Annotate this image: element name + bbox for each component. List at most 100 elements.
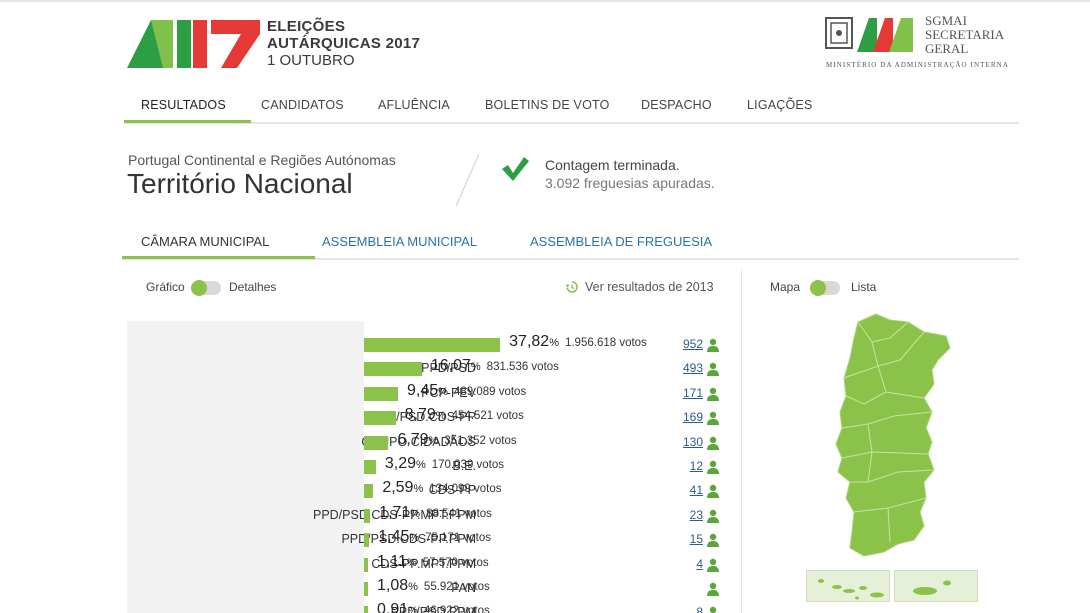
result-percentage: 1,71% 88.541 votos bbox=[379, 504, 492, 522]
result-row: PPD/PSD.CDS-PP 8,79% 454.521 votos 169 bbox=[127, 406, 727, 430]
result-bar bbox=[364, 508, 371, 523]
mandates-link[interactable]: 15 bbox=[689, 532, 703, 547]
party-name: CDS-PP.MPT.PPM bbox=[371, 556, 476, 571]
madeira-islands bbox=[913, 580, 951, 595]
percentage-unit: % bbox=[410, 507, 421, 520]
portugal-map[interactable] bbox=[828, 312, 953, 560]
nav-ligacoes[interactable]: LIGAÇÕES bbox=[747, 98, 813, 112]
brand-line-2: AUTÁRQUICAS 2017 bbox=[267, 35, 421, 52]
count-status-detail: 3.092 freguesias apuradas. bbox=[545, 175, 715, 191]
result-row: PPD/PSD.CDS-PP.PPM 1,45% 75.171 votos 15 bbox=[127, 528, 727, 552]
percentage-unit: % bbox=[408, 605, 418, 613]
percentage-value: 3,29 bbox=[384, 455, 416, 472]
result-bar bbox=[364, 533, 370, 548]
percentage-value: 16,07 bbox=[430, 357, 471, 375]
sgmai-line-2: SECRETARIA bbox=[925, 27, 1005, 42]
mandates-link[interactable]: 8 bbox=[696, 605, 703, 613]
result-bar bbox=[364, 386, 399, 401]
party-name: PPD/PSD.PPM bbox=[390, 605, 476, 613]
nav-afluencia[interactable]: AFLUÊNCIA bbox=[378, 98, 450, 112]
tab-camara-municipal[interactable]: CÂMARA MUNICIPAL bbox=[141, 234, 270, 249]
percentage-unit: % bbox=[428, 434, 439, 447]
toggle-knob bbox=[191, 280, 207, 296]
mandates-link[interactable]: 952 bbox=[682, 337, 703, 351]
result-row: GRUPO CIDADÃOS 6,79% 351.352 votos 130 bbox=[127, 431, 727, 455]
nav-resultados[interactable]: RESULTADOS bbox=[141, 98, 226, 112]
percentage-value: 2,59 bbox=[382, 479, 414, 497]
history-icon bbox=[565, 281, 578, 293]
mandates-link[interactable]: 23 bbox=[689, 507, 703, 522]
result-percentage: 0,91% 46.922 votos bbox=[377, 601, 490, 613]
party-name: GRUPO CIDADÃOS bbox=[361, 434, 476, 449]
check-icon bbox=[502, 157, 529, 181]
result-row: PAN 1,08% 55.921 votos bbox=[127, 577, 727, 601]
azores-inset[interactable] bbox=[806, 570, 890, 602]
party-column-background bbox=[127, 321, 364, 613]
mandates-link[interactable]: 493 bbox=[682, 361, 703, 376]
ministry-label: MINISTÉRIO DA ADMINISTRAÇÃO INTERNA bbox=[826, 61, 1009, 69]
party-name: PPD/PSD.CDS-PP bbox=[370, 410, 476, 425]
percentage-unit: % bbox=[435, 410, 446, 423]
grafico-detalhes-toggle[interactable] bbox=[191, 280, 221, 296]
percentage-value: 6,79 bbox=[397, 430, 429, 448]
person-icon bbox=[709, 607, 717, 613]
main-nav: RESULTADOS CANDIDATOS AFLUÊNCIA BOLETINS… bbox=[124, 94, 1019, 124]
vote-count: 46.922 votos bbox=[423, 605, 490, 613]
mandates-link[interactable]: 171 bbox=[682, 385, 703, 400]
percentage-unit: % bbox=[413, 483, 424, 496]
body-tabs: CÂMARA MUNICIPAL ASSEMBLEIA MUNICIPAL AS… bbox=[122, 229, 1019, 260]
result-row: B.E. 3,29% 170.039 votos 12 bbox=[127, 455, 727, 479]
person-icon bbox=[707, 338, 719, 352]
vote-count: 1.956.618 votos bbox=[564, 337, 647, 349]
result-row: PPD/PSD.PPM 0,91% 46.922 votos 8 bbox=[127, 601, 727, 613]
history-results-link[interactable]: Ver resultados de 2013 bbox=[565, 280, 714, 294]
tab-assembleia-de-freguesia[interactable]: ASSEMBLEIA DE FREGUESIA bbox=[530, 234, 713, 249]
result-bar bbox=[364, 411, 396, 426]
percentage-unit: % bbox=[438, 385, 448, 398]
mapa-lista-toggle[interactable] bbox=[810, 280, 840, 296]
result-percentage: 3,29% 170.039 votos bbox=[385, 455, 504, 473]
vote-count: 88.541 votos bbox=[426, 507, 492, 520]
mapa-label: Mapa bbox=[770, 280, 801, 294]
brand-line-1: ELEIÇÕES bbox=[267, 18, 346, 35]
madeira-inset[interactable] bbox=[894, 570, 978, 602]
result-row: CDS-PP 2,59% 134.099 votos 41 bbox=[127, 479, 727, 503]
nav-boletins-de-voto[interactable]: BOLETINS DE VOTO bbox=[485, 98, 610, 112]
azores-islands bbox=[818, 579, 884, 600]
result-bar bbox=[364, 435, 389, 450]
result-percentage: 1,08% 55.921 votos bbox=[377, 577, 490, 595]
percentage-unit: % bbox=[415, 459, 426, 471]
percentage-value: 1,45 bbox=[378, 528, 410, 546]
tab-assembleia-municipal[interactable]: ASSEMBLEIA MUNICIPAL bbox=[322, 234, 478, 249]
brand-line-3: 1 OUTUBRO bbox=[267, 52, 355, 69]
result-row: PPD/PSD.CDS-PP.MPT.PPM 1,71% 88.541 votos 2… bbox=[127, 504, 727, 528]
vote-count: 55.921 votos bbox=[423, 581, 490, 593]
result-percentage: 16,07% 831.536 votos bbox=[431, 357, 559, 375]
percentage-value: 9,45 bbox=[407, 381, 439, 399]
percentage-value: 37,82 bbox=[509, 333, 550, 350]
result-percentage: 37,82% 1.956.618 votos bbox=[509, 333, 647, 351]
result-bar bbox=[364, 484, 374, 499]
nav-active-indicator bbox=[124, 120, 251, 123]
party-name: PCP-PEV bbox=[421, 385, 476, 400]
nav-despacho[interactable]: DESPACHO bbox=[641, 98, 712, 112]
party-name: CDS-PP bbox=[428, 483, 476, 498]
mandates-link[interactable]: 41 bbox=[689, 483, 703, 498]
percentage-unit: % bbox=[408, 581, 418, 593]
mandates-link[interactable]: 169 bbox=[682, 410, 703, 425]
percentage-value: 0,91 bbox=[377, 601, 409, 613]
mandates-link[interactable]: 12 bbox=[689, 459, 703, 473]
portugal-coat-of-arms-logo bbox=[825, 17, 913, 52]
election-brand: ELEIÇÕES AUTÁRQUICAS 2017 1 OUTUBRO bbox=[267, 18, 420, 69]
mandates-link[interactable]: 4 bbox=[696, 556, 703, 571]
nav-candidatos[interactable]: CANDIDATOS bbox=[261, 98, 344, 112]
person-icon bbox=[707, 460, 719, 474]
mandates-link[interactable]: 130 bbox=[682, 434, 703, 449]
vote-count: 57.570 votos bbox=[422, 556, 489, 569]
person-icon bbox=[707, 582, 719, 596]
vote-count: 351.352 votos bbox=[444, 434, 517, 447]
result-row: PCP-PEV 9,45% 489.089 votos 171 bbox=[127, 382, 727, 406]
result-bar bbox=[364, 582, 368, 596]
percentage-value: 1,11 bbox=[377, 552, 407, 570]
